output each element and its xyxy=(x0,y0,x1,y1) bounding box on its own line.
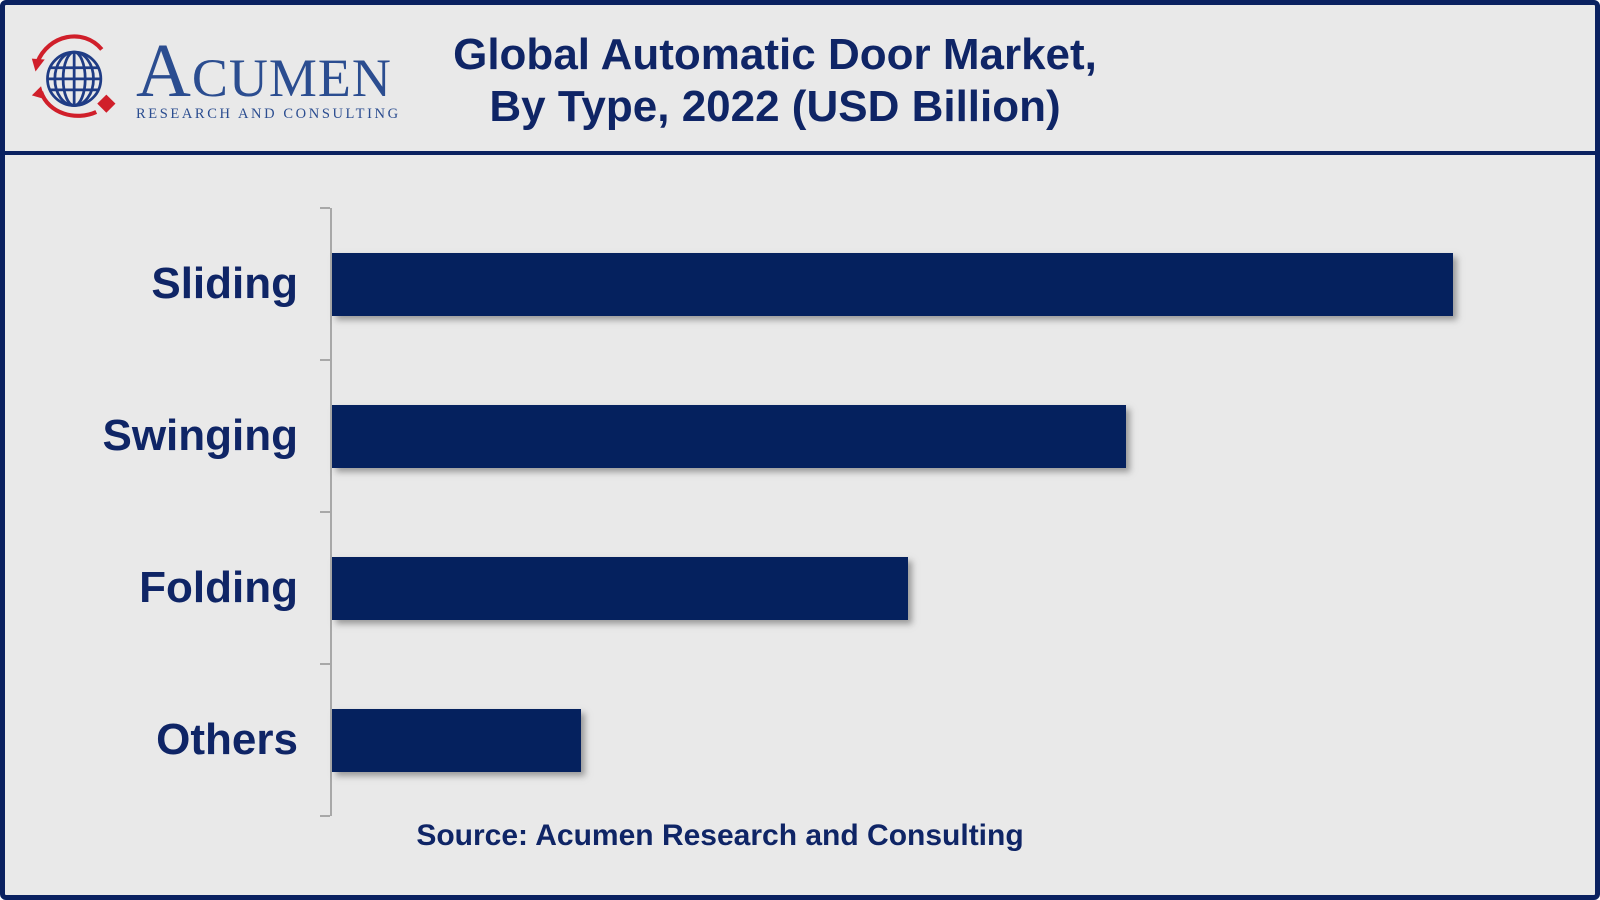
bar-sliding xyxy=(332,253,1453,316)
category-label-folding: Folding xyxy=(139,563,298,612)
bar-chart-plot-area: Sliding Swinging Folding Others xyxy=(5,5,1595,895)
chart-title: Global Automatic Door Market, By Type, 2… xyxy=(5,29,1545,133)
y-axis-tick xyxy=(320,207,330,209)
header-divider xyxy=(5,151,1595,155)
y-axis-tick xyxy=(320,663,330,665)
source-note: Source: Acumen Research and Consulting xyxy=(416,819,1024,852)
category-label-sliding: Sliding xyxy=(151,259,298,308)
logo-name-initial: A xyxy=(136,29,192,113)
bar-swinging xyxy=(332,405,1126,468)
bar-others xyxy=(332,709,581,772)
logo-tagline: RESEARCH AND CONSULTING xyxy=(136,106,401,122)
acumen-logo: ACUMEN RESEARCH AND CONSULTING xyxy=(30,31,401,123)
logo-wordmark: ACUMEN RESEARCH AND CONSULTING xyxy=(136,33,401,123)
chart-title-line2: By Type, 2022 (USD Billion) xyxy=(489,82,1061,131)
y-axis-tick xyxy=(320,511,330,513)
y-axis-tick xyxy=(320,359,330,361)
category-label-swinging: Swinging xyxy=(102,411,298,460)
bar-folding xyxy=(332,557,908,620)
logo-name: ACUMEN xyxy=(136,33,401,110)
logo-name-rest: CUMEN xyxy=(191,48,392,108)
chart-title-line1: Global Automatic Door Market, xyxy=(453,30,1097,79)
category-label-others: Others xyxy=(156,715,298,764)
globe-icon xyxy=(31,34,116,118)
y-axis-tick xyxy=(320,815,330,817)
y-axis-line xyxy=(330,208,332,816)
